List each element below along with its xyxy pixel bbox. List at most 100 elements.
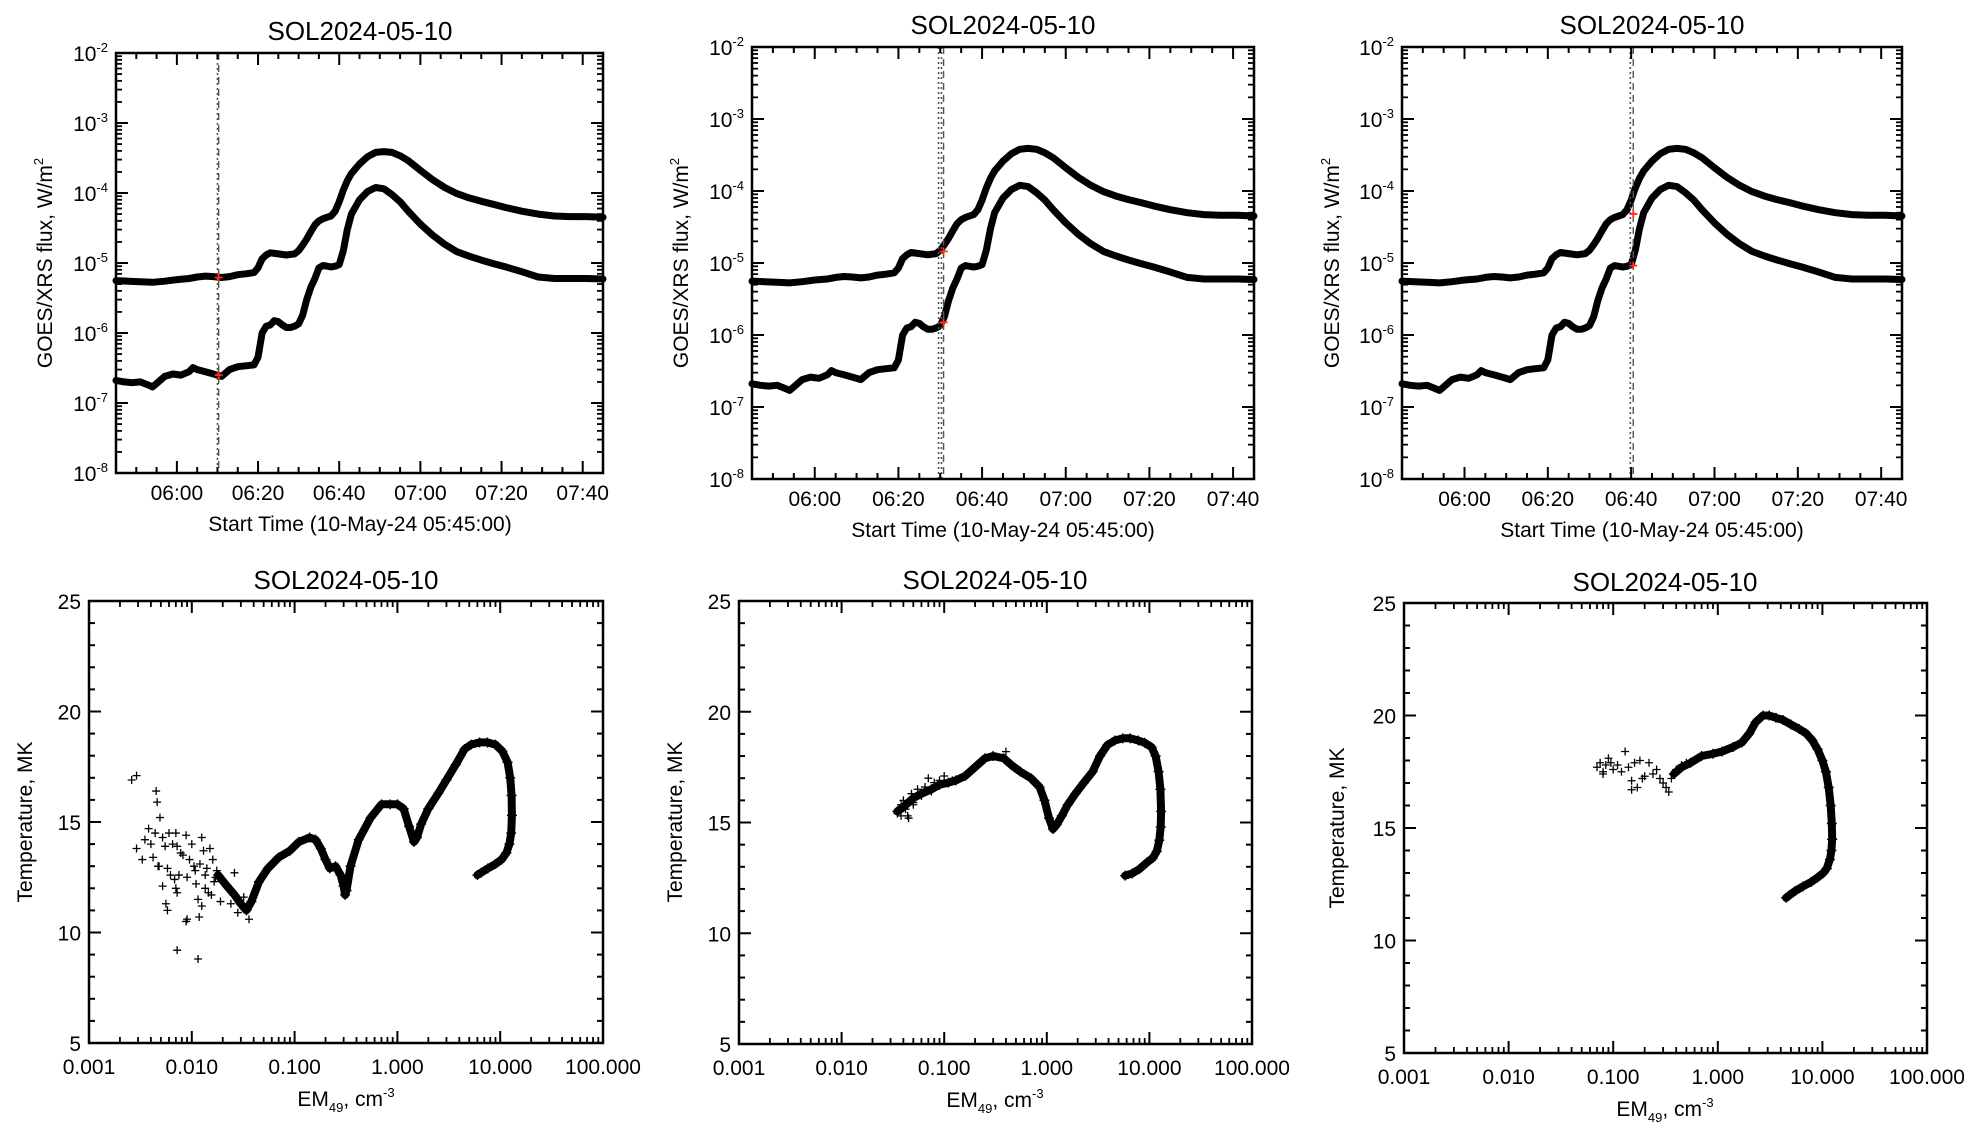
curve-goes-long [748,144,1258,287]
x-tick-label: 07:20 [475,482,528,505]
data-point [1668,769,1679,779]
data-point [392,799,403,810]
data-point [1785,719,1796,730]
x-tick-label: 06:20 [232,482,285,505]
x-tick-label: 07:00 [1039,488,1092,511]
y-tick-base: 10 [709,181,732,204]
y-tick-base: 10 [709,325,732,348]
data-point [423,803,434,814]
data-point [1617,767,1626,776]
data-point [151,829,160,838]
data-point [497,746,508,757]
x-tick-label: 07:20 [1123,488,1176,511]
y-tick-label: 10-4 [709,178,744,204]
data-point [940,771,949,780]
x-tick-label: 07:00 [394,482,447,505]
data-point [1655,774,1664,783]
data-point [171,884,180,893]
data-point [1812,744,1823,755]
data-point [155,813,164,822]
y-tick-exponent: -4 [732,178,744,193]
data-point [230,868,239,877]
data-point [1102,739,1113,750]
data-point [970,762,981,773]
data-point [195,859,204,868]
data-point [898,801,909,812]
data-point [1827,834,1838,845]
data-point [482,863,493,874]
x-tick-label: 100.000 [1889,1066,1965,1089]
data-point [310,834,321,845]
data-point [1812,872,1823,883]
data-point [210,877,219,886]
data-point [233,908,242,917]
y-tick-label: 10-8 [1359,466,1394,492]
data-point [1051,819,1062,830]
x-tick-label: 0.001 [63,1056,116,1079]
data-point [1133,735,1144,746]
data-point [1151,846,1162,857]
x-axis-label-em: EM [946,1089,978,1112]
data-point [132,771,141,780]
y-axis-label-text: GOES/XRS flux, W/m [34,165,57,368]
chart-title: SOL2024-05-10 [902,565,1087,595]
data-point [416,819,427,830]
data-point [152,787,161,796]
data-point [208,855,217,864]
data-point [506,790,517,801]
data-point [1125,733,1136,744]
data-track [893,734,1166,880]
data-point [376,799,387,810]
data-point [1039,795,1050,806]
y-tick-exponent: -6 [96,320,108,335]
data-point [908,793,919,804]
data-point [1070,788,1081,799]
data-point [1826,845,1837,856]
data-point [192,879,201,888]
data-point [1154,835,1165,846]
data-point [1659,779,1668,787]
data-point [166,871,175,880]
chart-title: SOL2024-05-10 [1572,567,1757,597]
x-tick-label: 1.000 [1692,1066,1745,1089]
y-tick-label: 10-2 [1359,34,1394,60]
data-point [164,829,173,838]
data-point [345,861,356,872]
y-tick-base: 10 [709,469,732,492]
highlight-point [939,318,948,327]
y-tick-label: 10 [708,923,731,946]
y-tick-label: 10-7 [709,394,744,420]
panel-em-temp-bottom-left: SOL2024-05-10 EM49, cm-3 Temperature, MK… [14,565,641,1115]
plot-frame [737,599,1254,1046]
y-tick-label: 10-6 [709,322,744,348]
data-point [246,896,257,907]
x-tick-label: 0.001 [1378,1066,1431,1089]
x-tick-label: 07:40 [1207,488,1260,511]
data-point [1744,728,1755,739]
y-tick-base: 10 [1359,397,1382,420]
data-point [1635,756,1644,765]
data-point [173,888,182,897]
data-point [1127,868,1138,879]
data-point [189,862,198,871]
data-point [1801,728,1812,739]
y-axis-label-text: GOES/XRS flux, W/m [670,165,693,368]
data-point [1601,761,1610,769]
data-point [1006,759,1017,770]
y-tick-base: 10 [1359,253,1382,276]
data-point [950,775,961,786]
x-tick-label: 0.001 [713,1057,766,1080]
y-tick-label: 10-3 [1359,106,1394,132]
data-point [1770,712,1781,723]
data-point [1750,717,1761,728]
data-point [244,915,253,924]
x-tick-label: 100.000 [565,1056,641,1079]
x-axis-label: EM49, cm-3 [946,1086,1043,1116]
data-point [153,798,162,807]
y-axis-label: Temperature, MK [1326,747,1349,908]
x-axis-label-unit: , cm [343,1088,383,1111]
data-point [892,806,903,817]
data-point [502,757,513,768]
y-tick-exponent: -8 [732,466,744,481]
